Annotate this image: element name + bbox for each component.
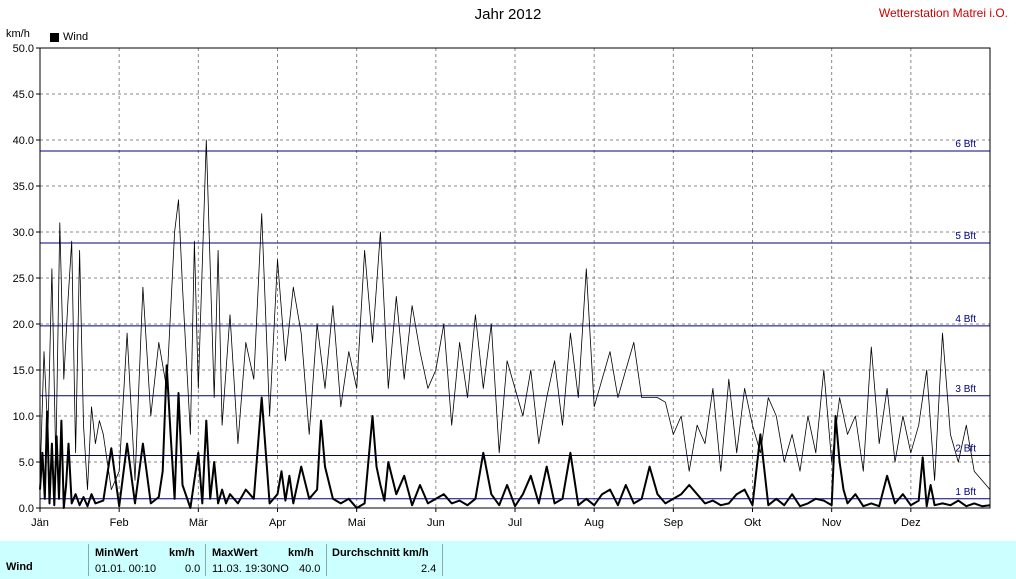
beaufort-label: 4 Bft	[955, 314, 976, 325]
beaufort-label: 6 Bft	[955, 139, 976, 150]
x-tick-label: Aug	[584, 517, 604, 529]
avg-value: 2.4	[421, 563, 437, 575]
chart-title: Jahr 2012	[474, 6, 542, 23]
min-value-cell: MinWert km/h 01.01. 00:10 0.0	[88, 544, 205, 576]
max-unit: km/h	[288, 547, 314, 559]
beaufort-label: 2 Bft	[955, 444, 976, 455]
wind-average-line	[39, 364, 991, 509]
x-tick-label: Jun	[427, 517, 445, 529]
x-tick-label: Mai	[348, 517, 366, 529]
y-tick-label: 45.0	[13, 89, 34, 101]
legend: Wind	[50, 31, 88, 43]
x-tick-label: Mär	[189, 517, 208, 529]
y-tick-label: 15.0	[13, 365, 34, 377]
x-tick-label: Sep	[664, 517, 684, 529]
y-tick-label: 50.0	[13, 43, 34, 55]
y-tick-label: 20.0	[13, 319, 34, 331]
x-tick-label: Jul	[508, 517, 522, 529]
min-header: MinWert	[95, 547, 139, 559]
min-time: 01.01. 00:10	[95, 563, 157, 575]
wind-gust-line	[39, 139, 991, 491]
y-tick-label: 35.0	[13, 181, 34, 193]
max-time: 11.03. 19:30NO	[212, 563, 289, 575]
x-tick-label: Jän	[31, 517, 49, 529]
y-axis-unit: km/h	[6, 28, 30, 40]
average-cell: Durchschnitt km/h 2.4	[326, 544, 443, 576]
x-tick-label: Apr	[269, 517, 286, 529]
station-name: Wetterstation Matrei i.O.	[878, 6, 1008, 20]
beaufort-label: 1 Bft	[955, 487, 976, 498]
legend-swatch	[50, 32, 59, 42]
y-tick-label: 40.0	[13, 135, 34, 147]
avg-header: Durchschnitt km/h	[332, 547, 429, 559]
summary-row-label: Wind	[6, 561, 33, 573]
x-tick-label: Okt	[744, 517, 761, 529]
plot-frame	[39, 47, 991, 509]
min-unit: km/h	[169, 547, 195, 559]
min-value: 0.0	[185, 563, 201, 575]
max-value: 40.0	[299, 563, 321, 575]
x-tick-label: Feb	[110, 517, 129, 529]
y-tick-label: 0.0	[19, 503, 34, 515]
y-tick-label: 5.0	[19, 457, 34, 469]
x-tick-label: Nov	[822, 517, 842, 529]
y-tick-label: 30.0	[13, 227, 34, 239]
x-tick-label: Dez	[901, 517, 921, 529]
beaufort-label: 5 Bft	[955, 231, 976, 242]
legend-label: Wind	[63, 31, 89, 43]
max-header: MaxWert	[212, 547, 258, 559]
y-tick-label: 10.0	[13, 411, 34, 423]
wind-chart: 0.0 5.0 10.0 15.0 20.0 25.0 30.0 35.0 40.0 45.0 50…	[13, 43, 991, 529]
summary-footer: Wind MinWert km/h 01.01. 00:10 0.0 MaxWe…	[0, 541, 1016, 579]
max-value-cell: MaxWert km/h 11.03. 19:30NO 40.0	[205, 544, 326, 576]
beaufort-label: 3 Bft	[955, 384, 976, 395]
y-tick-label: 25.0	[13, 273, 34, 285]
